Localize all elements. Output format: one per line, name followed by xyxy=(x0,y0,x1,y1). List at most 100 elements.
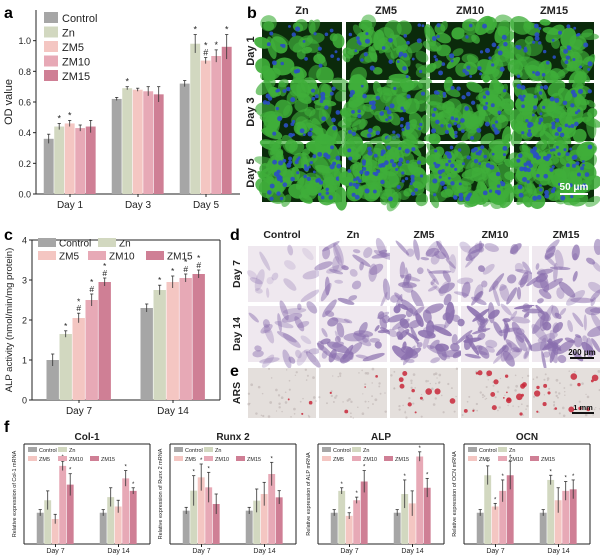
texture-speck xyxy=(492,384,495,387)
legend-label-Zn: Zn xyxy=(119,239,131,250)
cell-body xyxy=(523,20,535,30)
nucleus xyxy=(449,53,455,59)
bar-ZM10 xyxy=(205,487,213,544)
significance-mark: * xyxy=(77,296,81,306)
nucleus xyxy=(533,23,539,29)
cell-body xyxy=(574,94,587,111)
nucleus xyxy=(306,176,312,182)
chart-f-alp: Relative expression of ALP mRNA ALP Day 7 *… xyxy=(306,432,445,555)
legend-swatch-Zn xyxy=(98,238,116,247)
nucleus xyxy=(441,169,445,173)
column-label: Zn xyxy=(295,5,309,17)
nucleus xyxy=(357,109,361,113)
stained-cell xyxy=(519,271,529,288)
legend-swatch-ZM5 xyxy=(44,41,58,52)
bar-ZM15 xyxy=(129,490,137,544)
column-label: ZM15 xyxy=(540,5,568,17)
bar-Control xyxy=(476,512,484,544)
nucleus xyxy=(466,65,471,70)
nucleus xyxy=(280,43,283,47)
nucleus xyxy=(469,74,473,78)
mineral-nodule xyxy=(578,406,582,411)
mineral-nodule xyxy=(399,383,405,389)
significance-mark: * xyxy=(208,466,211,472)
y-tick-label: 0.0 xyxy=(18,190,31,200)
bar-Zn xyxy=(401,494,409,544)
significance-mark: * xyxy=(502,474,505,480)
stained-cell xyxy=(254,345,262,352)
nucleus xyxy=(454,167,458,171)
cell-body xyxy=(477,59,497,75)
texture-speck xyxy=(453,410,456,413)
nucleus xyxy=(311,96,316,101)
texture-speck xyxy=(546,377,550,380)
nucleus xyxy=(502,153,507,157)
nucleus xyxy=(496,45,500,49)
cell-body xyxy=(482,74,491,83)
nucleus xyxy=(577,88,584,94)
stained-cell xyxy=(567,319,573,333)
nucleus xyxy=(532,40,536,44)
cell-body xyxy=(552,155,568,170)
texture-speck xyxy=(250,383,254,387)
bar-Control xyxy=(99,512,107,544)
significance-mark: * xyxy=(68,110,72,120)
nucleus xyxy=(265,93,271,99)
cell-body xyxy=(385,94,406,113)
mineral-nodule xyxy=(547,391,551,395)
cell-body xyxy=(389,33,398,51)
mineral-nodule xyxy=(543,383,548,388)
cell-body xyxy=(313,53,326,65)
nucleus xyxy=(275,106,279,111)
nucleus xyxy=(483,154,488,159)
nucleus xyxy=(288,156,293,161)
texture-speck xyxy=(532,378,535,381)
bar-ZM10 xyxy=(416,456,424,544)
nucleus xyxy=(406,40,410,45)
nucleus xyxy=(532,71,535,74)
texture-speck xyxy=(405,416,408,419)
texture-speck xyxy=(548,387,551,390)
bar-ZM15 xyxy=(212,504,220,544)
texture-speck xyxy=(525,408,527,410)
cell-body xyxy=(296,171,314,192)
nucleus xyxy=(358,42,362,46)
texture-speck xyxy=(498,406,501,409)
chart-title: ALP xyxy=(371,432,391,443)
stained-cell xyxy=(506,287,517,305)
bar-Control xyxy=(179,83,190,194)
stained-cell xyxy=(432,325,452,337)
texture-speck xyxy=(412,373,416,376)
nucleus xyxy=(335,155,341,161)
bar-ZM5 xyxy=(166,282,179,400)
nucleus xyxy=(549,96,555,102)
legend-swatch-Control xyxy=(44,12,58,23)
bar-ZM5 xyxy=(200,60,211,194)
column-label: ZM5 xyxy=(414,229,435,241)
nucleus xyxy=(534,152,539,157)
significance-mark: * xyxy=(204,40,208,50)
nucleus xyxy=(517,184,523,190)
nucleus xyxy=(288,160,293,165)
nucleus xyxy=(402,66,407,71)
texture-speck xyxy=(468,395,471,398)
stained-cell xyxy=(252,350,264,358)
cell-body xyxy=(329,33,338,42)
y-axis-label: Relative expression of Col-1 mRNA xyxy=(12,450,18,537)
stained-cell xyxy=(430,357,441,364)
stained-cell xyxy=(585,337,593,359)
nucleus xyxy=(543,85,549,90)
nucleus xyxy=(385,118,389,122)
nucleus xyxy=(490,103,495,108)
stained-cell xyxy=(484,243,499,252)
y-axis-label: OD value xyxy=(3,79,15,125)
nucleus xyxy=(554,97,560,103)
texture-speck xyxy=(558,382,561,385)
legend-swatch-ZM5 xyxy=(322,456,331,461)
stained-cell xyxy=(523,312,530,318)
mineral-nodule xyxy=(502,397,505,399)
stained-cell xyxy=(363,247,373,258)
nucleus xyxy=(280,61,284,66)
texture-speck xyxy=(330,394,333,398)
x-tick-label: Day 7 xyxy=(192,548,210,555)
